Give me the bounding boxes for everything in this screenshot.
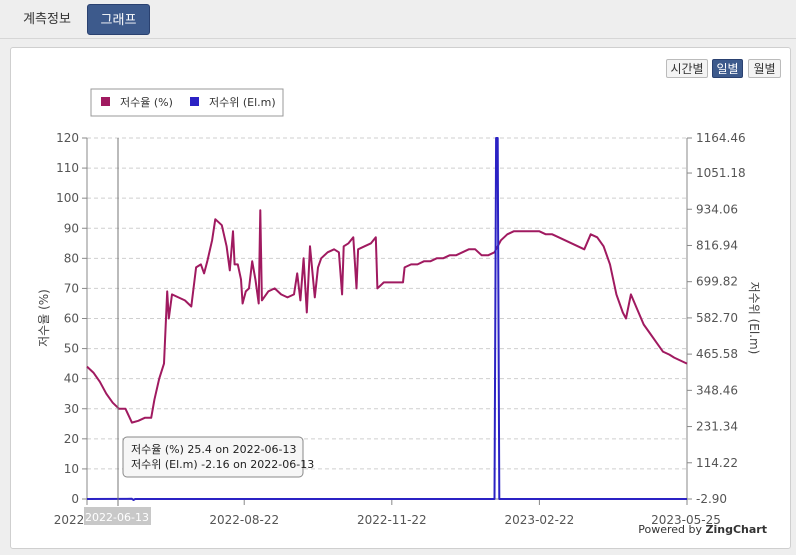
period-daily-button[interactable]: 일별 (712, 59, 743, 78)
y-axis-left-label: 저수율 (%) (37, 289, 51, 347)
tab-graph[interactable]: 그래프 (87, 4, 150, 35)
series-line-level[interactable] (86, 137, 687, 501)
y-left-tick-label: 50 (64, 342, 79, 356)
series-lines (86, 137, 688, 501)
x-tick-label: 2023-02-22 (505, 513, 575, 527)
y-right-tick-label: 465.58 (696, 347, 738, 361)
x-tick-label: 2023-05-25 (651, 513, 721, 527)
crosshair-x-label: 2022-06-13 (84, 507, 151, 525)
y-left-tick-label: 120 (56, 131, 79, 145)
legend-label-level[interactable]: 저수위 (El.m) (209, 96, 276, 109)
y-right-tick-label: 1051.18 (696, 166, 746, 180)
y-right-tick-label: 816.94 (696, 238, 738, 252)
y-left-tick-label: 10 (64, 462, 79, 476)
y-axis-right-label: 저수위 (El.m) (747, 282, 761, 355)
y-right-tick-label: 231.34 (696, 420, 738, 434)
y-right-tick-label: 348.46 (696, 383, 738, 397)
y-left-tick-label: 70 (64, 281, 79, 295)
y-left-tick-label: 110 (56, 161, 79, 175)
tab-bar: 계측정보 그래프 (0, 0, 796, 39)
legend: 저수율 (%) 저수위 (El.m) (90, 88, 284, 117)
y-left-tick-label: 30 (64, 402, 79, 416)
y-left-tick-label: 80 (64, 251, 79, 265)
y-right-tick-label: 114.22 (696, 456, 738, 470)
x-tick-label: 2022 (54, 513, 85, 527)
x-tick-label: 2022-11-22 (357, 513, 427, 527)
legend-label-rate[interactable]: 저수율 (%) (120, 96, 173, 109)
tab-measurement-info[interactable]: 계측정보 (23, 12, 71, 27)
y-left-tick-label: 40 (64, 372, 79, 386)
grid-lines (87, 137, 687, 470)
y-left-tick-label: 100 (56, 191, 79, 205)
y-right-tick-label: 1164.46 (696, 131, 746, 145)
svg-text:2022-06-13: 2022-06-13 (85, 511, 149, 524)
tooltip: 저수율 (%) 25.4 on 2022-06-13 저수위 (El.m) -2… (122, 436, 314, 478)
tooltip-line-level: 저수위 (El.m) -2.16 on 2022-06-13 (131, 458, 314, 471)
legend-swatch-rate (101, 97, 110, 106)
y-left-tick-label: 20 (64, 432, 79, 446)
powered-prefix: Powered by (638, 523, 705, 536)
y-right-tick-label: -2.90 (696, 492, 727, 506)
powered-brand: ZingChart (706, 523, 767, 536)
tooltip-line-rate: 저수율 (%) 25.4 on 2022-06-13 (131, 443, 297, 456)
series-line-rate[interactable] (86, 209, 688, 424)
period-hourly-button[interactable]: 시간별 (666, 59, 708, 78)
y-left-tick-label: 0 (71, 492, 79, 506)
y-right-tick-label: 934.06 (696, 202, 738, 216)
y-left-tick-label: 60 (64, 312, 79, 326)
period-monthly-button[interactable]: 월별 (748, 59, 781, 78)
powered-by[interactable]: Powered by ZingChart (638, 523, 767, 536)
y-right-tick-label: 582.70 (696, 311, 738, 325)
y-right-tick-label: 699.82 (696, 275, 738, 289)
y-left-tick-label: 90 (64, 221, 79, 235)
legend-swatch-level (190, 97, 199, 106)
x-tick-label: 2022-08-22 (209, 513, 279, 527)
